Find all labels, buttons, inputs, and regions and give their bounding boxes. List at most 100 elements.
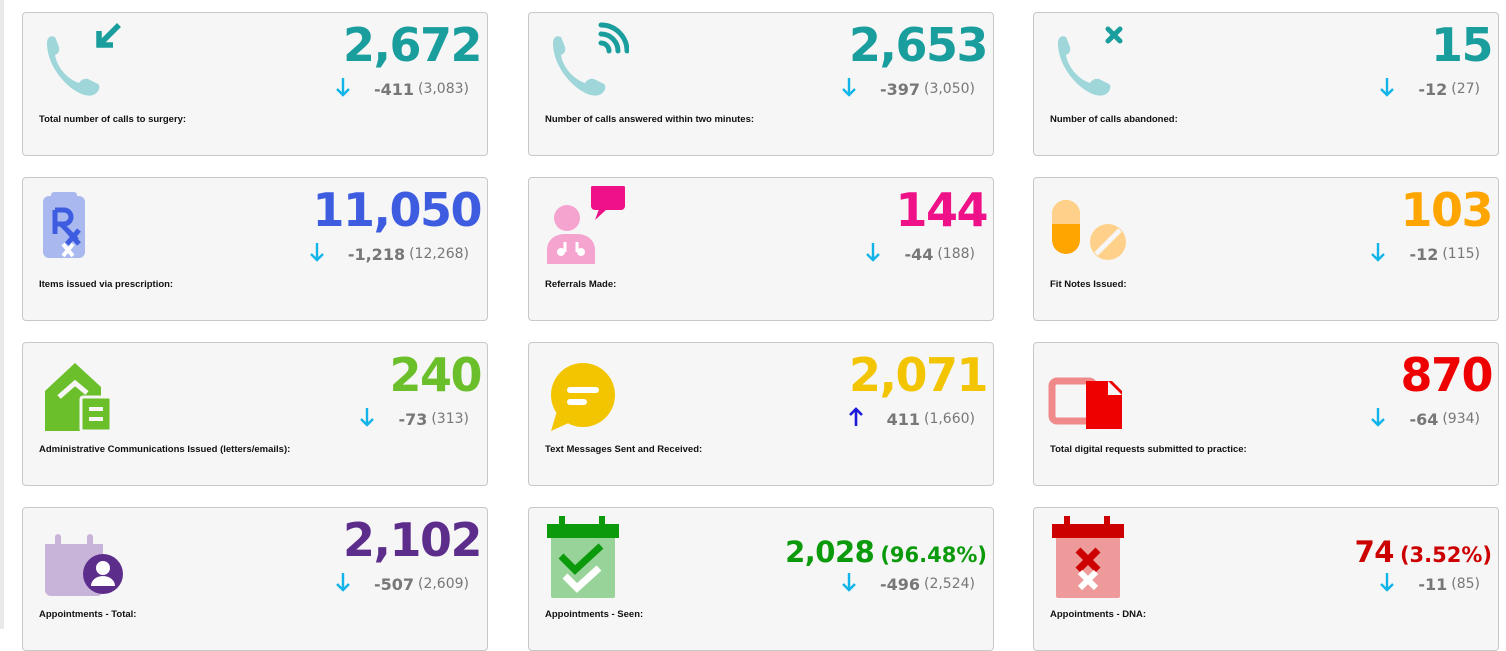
stat-card: 240 -73 (313) Administrative Communications…	[22, 342, 488, 486]
stat-card: 870 -64 (934) Total digital requests submit…	[1033, 342, 1499, 486]
stat-previous: (188)	[937, 246, 975, 262]
stat-card: 2,028 (96.48%) -496 (2,524) Appointments - S…	[528, 507, 994, 651]
stat-value-number: 870	[1400, 348, 1493, 402]
stat-card: 103 -12 (115) Fit Notes Issued:	[1033, 177, 1499, 321]
stat-delta: -397	[879, 79, 920, 99]
pills-icon	[1048, 186, 1134, 272]
dashboard-grid: 2,672 -411 (3,083) Total number of calls to…	[22, 12, 1499, 651]
phone-incoming-icon	[37, 21, 123, 107]
arrow-down-icon	[334, 571, 370, 598]
stat-value-number: 2,672	[342, 18, 483, 72]
stat-value: 240	[389, 345, 482, 405]
stat-label: Total digital requests submitted to prac…	[1050, 444, 1247, 455]
stat-delta: -411	[373, 79, 414, 99]
phone-abandoned-icon	[1048, 21, 1134, 107]
stat-card: 2,071 411 (1,660) Text Messages Sent and Re…	[528, 342, 994, 486]
phone-answered-icon	[543, 21, 629, 107]
stat-card: 2,653 -397 (3,050) Number of calls answered…	[528, 12, 994, 156]
stat-card: 15 -12 (27) Number of calls abandoned:	[1033, 12, 1499, 156]
stat-value-number: 2,102	[342, 513, 483, 567]
stat-previous: (27)	[1451, 81, 1480, 97]
arrow-down-icon	[308, 241, 344, 268]
stat-label: Appointments - Seen:	[545, 609, 644, 620]
stat-value-number: 11,050	[312, 183, 482, 237]
stat-value: 103	[1400, 180, 1493, 240]
arrow-up-icon	[847, 406, 883, 433]
arrow-down-icon	[1369, 241, 1405, 268]
stat-card: 11,050 -1,218 (12,268) Items issued via pre…	[22, 177, 488, 321]
stat-label: Number of calls abandoned:	[1050, 114, 1178, 125]
stat-previous: (2,524)	[923, 576, 975, 592]
stat-change: 411 (1,660)	[847, 406, 975, 433]
stat-change: -12 (115)	[1369, 242, 1480, 266]
stat-change: -11 (85)	[1378, 572, 1480, 596]
arrow-down-icon	[1378, 76, 1414, 103]
window-left-edge	[0, 0, 4, 629]
stat-value: 2,071	[848, 345, 989, 405]
arrow-down-icon	[334, 76, 370, 103]
stat-card: 144 -44 (188) Referrals Made:	[528, 177, 994, 321]
stat-value: 2,653	[849, 15, 989, 75]
stat-previous: (12,268)	[409, 246, 469, 262]
arrow-down-icon	[840, 571, 876, 598]
stat-change: -411 (3,083)	[334, 77, 469, 101]
stat-delta: 411	[886, 409, 920, 429]
chat-bubble-icon	[543, 351, 629, 437]
stat-previous: (934)	[1442, 411, 1480, 427]
stat-value-number: 103	[1400, 183, 1493, 237]
stat-delta: -12	[1409, 244, 1439, 264]
stat-delta: -507	[373, 574, 414, 594]
stat-delta: -64	[1409, 409, 1439, 429]
stat-label: Referrals Made:	[545, 279, 617, 290]
stat-change: -64 (934)	[1369, 407, 1480, 431]
stat-value: 870	[1400, 345, 1493, 405]
stat-value: 2,028 (96.48%)	[785, 522, 987, 585]
stat-value: 2,672	[342, 15, 483, 75]
stat-label: Appointments - DNA:	[1050, 609, 1147, 620]
digital-request-icon	[1048, 351, 1134, 437]
calendar-cross-icon	[1048, 516, 1134, 602]
stat-change: -507 (2,609)	[334, 572, 469, 596]
arrow-down-icon	[840, 76, 876, 103]
stat-label: Appointments - Total:	[39, 609, 137, 620]
stat-value-number: 2,071	[848, 348, 989, 402]
stat-delta: -73	[398, 409, 428, 429]
stat-percent: (3.52%)	[1399, 543, 1492, 567]
stat-card: 2,102 -507 (2,609) Appointments - Total:	[22, 507, 488, 651]
stat-label: Items issued via prescription:	[39, 279, 174, 290]
stat-label: Total number of calls to surgery:	[39, 114, 187, 125]
stat-label: Text Messages Sent and Received:	[545, 444, 703, 455]
stat-value-number: 2,028	[785, 535, 875, 569]
arrow-down-icon	[1369, 406, 1405, 433]
stat-previous: (3,083)	[417, 81, 469, 97]
house-letter-icon	[37, 351, 123, 437]
stat-value-number: 15	[1430, 18, 1494, 72]
referral-doctor-icon	[543, 186, 629, 272]
stat-delta: -12	[1418, 79, 1448, 99]
prescription-icon	[37, 186, 123, 272]
stat-previous: (313)	[431, 411, 469, 427]
stat-previous: (2,609)	[417, 576, 469, 592]
stat-card: 74 (3.52%) -11 (85) Appointments - DNA:	[1033, 507, 1499, 651]
stat-change: -73 (313)	[358, 407, 469, 431]
stat-previous: (1,660)	[923, 411, 975, 427]
stat-value: 74 (3.52%)	[1355, 522, 1492, 585]
stat-delta: -496	[879, 574, 920, 594]
calendar-check-icon	[543, 516, 629, 602]
stat-value-number: 144	[895, 183, 988, 237]
stat-label: Administrative Communications Issued (le…	[39, 444, 291, 455]
stat-card: 2,672 -411 (3,083) Total number of calls to…	[22, 12, 488, 156]
stat-value: 15	[1430, 15, 1494, 75]
stat-change: -496 (2,524)	[840, 572, 975, 596]
stat-value: 2,102	[342, 510, 483, 570]
stat-label: Number of calls answered within two minu…	[545, 114, 755, 125]
stat-delta: -11	[1418, 574, 1448, 594]
stat-value: 144	[895, 180, 988, 240]
calendar-person-icon	[37, 516, 123, 602]
stat-value-number: 74	[1354, 535, 1395, 569]
arrow-down-icon	[1378, 571, 1414, 598]
stat-change: -1,218 (12,268)	[308, 242, 469, 266]
stat-change: -397 (3,050)	[840, 77, 975, 101]
stat-change: -44 (188)	[864, 242, 975, 266]
arrow-down-icon	[358, 406, 394, 433]
